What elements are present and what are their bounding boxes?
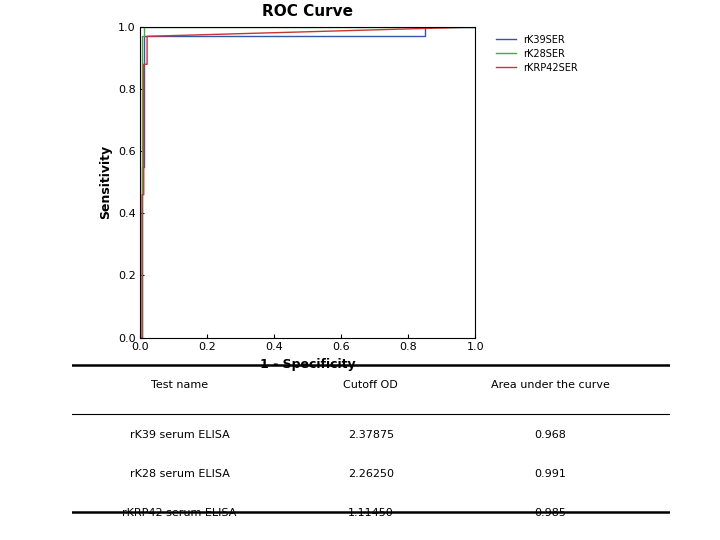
Text: Area under the curve: Area under the curve	[490, 380, 610, 390]
Text: Cutoff OD: Cutoff OD	[343, 380, 398, 390]
Legend: rK39SER, rK28SER, rKRP42SER: rK39SER, rK28SER, rKRP42SER	[493, 32, 581, 76]
Text: 2.26250: 2.26250	[348, 469, 394, 479]
Text: 0.985: 0.985	[534, 508, 566, 518]
Text: rK28 serum ELISA: rK28 serum ELISA	[130, 469, 230, 479]
X-axis label: 1 - Specificity: 1 - Specificity	[260, 358, 356, 371]
Text: 0.991: 0.991	[534, 469, 566, 479]
Text: rKRP42 serum ELISA: rKRP42 serum ELISA	[122, 508, 237, 518]
Text: 1.11450: 1.11450	[348, 508, 394, 518]
Text: 0.968: 0.968	[534, 430, 566, 440]
Y-axis label: Sensitivity: Sensitivity	[99, 145, 112, 219]
Title: ROC Curve: ROC Curve	[262, 4, 354, 19]
Text: Test name: Test name	[151, 380, 208, 390]
Text: 2.37875: 2.37875	[348, 430, 394, 440]
Text: rK39 serum ELISA: rK39 serum ELISA	[130, 430, 230, 440]
